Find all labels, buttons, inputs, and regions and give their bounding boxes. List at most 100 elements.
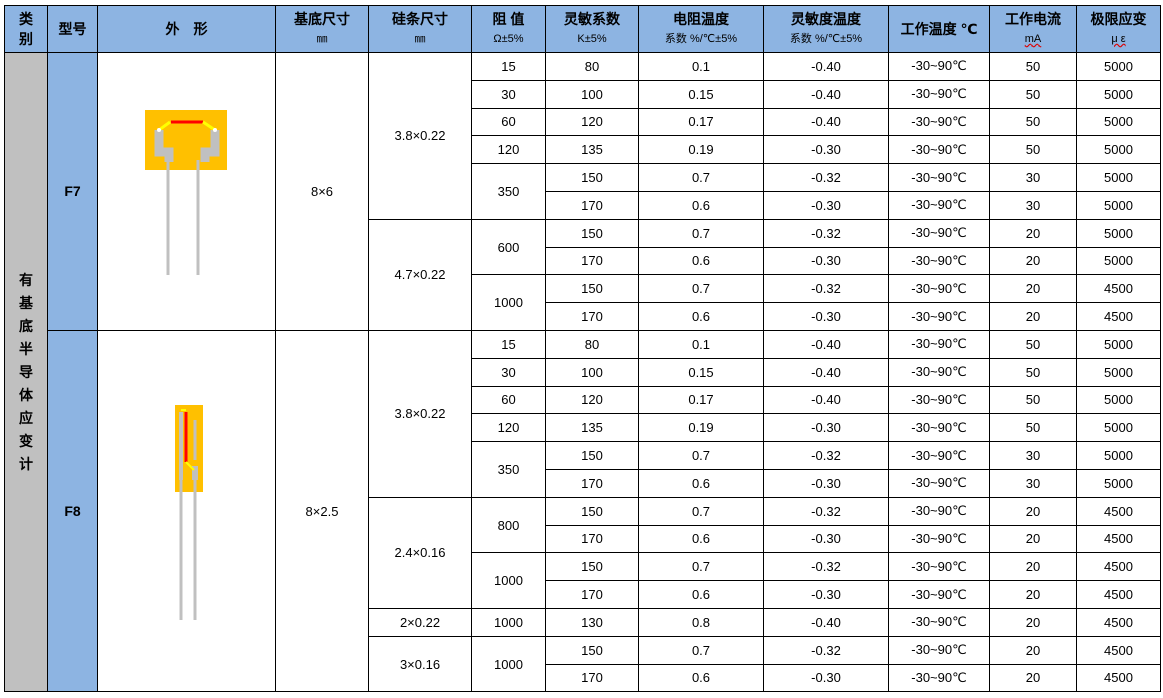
stc-cell: -0.32 [763, 496, 889, 526]
work-temp-cell: -30~90℃ [888, 190, 990, 220]
strain-cell: 5000 [1076, 163, 1161, 192]
strain-cell: 5000 [1076, 329, 1161, 359]
table-row: 30 100 0.15 -0.40 -30~90℃ 50 5000 [5, 357, 1161, 387]
stc-cell: -0.32 [763, 552, 889, 582]
header-resistance: 阻 值 Ω±5% [471, 5, 546, 53]
resistance-cell: 120 [471, 413, 546, 443]
rtc-cell: 0.7 [638, 274, 764, 304]
header-rtc: 电阻温度 系数 %/℃±5% [638, 5, 764, 53]
strain-cell: 5000 [1076, 107, 1161, 137]
table-row: 170 0.6 -0.30 -30~90℃ 20 5000 [5, 246, 1161, 276]
rtc-cell: 0.6 [638, 663, 764, 693]
header-strain: 极限应变 μ ε [1076, 5, 1161, 53]
resistance-cell: 30 [471, 357, 546, 387]
gauge-factor-cell: 150 [545, 218, 639, 248]
table-row: 有基底半导体应变计 F7 8×6 3.8×0.22 15 80 0.1 -0.40 -30~90… [4, 51, 1161, 693]
strain-cell: 4500 [1076, 663, 1161, 693]
si-size-cell: 3×0.16 [368, 635, 472, 693]
gauge-factor-cell: 170 [545, 524, 639, 554]
rtc-cell: 0.17 [638, 107, 764, 137]
shape-image-cell [97, 329, 276, 693]
strain-cell: 5000 [1076, 79, 1161, 109]
strain-cell: 4500 [1076, 274, 1161, 304]
resistance-cell: 1000 [471, 552, 546, 609]
rtc-cell: 0.6 [638, 468, 764, 498]
table-row: 170 0.6 -0.30 -30~90℃ 20 4500 [5, 302, 1161, 331]
rtc-cell: 0.15 [638, 357, 764, 387]
stc-cell: -0.30 [763, 468, 889, 498]
stc-cell: -0.30 [763, 663, 889, 693]
si-size-cell: 2.4×0.16 [368, 496, 472, 609]
rtc-cell: 0.8 [638, 607, 764, 637]
gauge-factor-cell: 80 [545, 52, 639, 81]
gauge-factor-cell: 150 [545, 441, 639, 470]
current-cell: 30 [989, 190, 1077, 220]
shape-image-cell [97, 52, 276, 331]
resistance-cell: 1000 [471, 607, 546, 637]
stc-cell: -0.32 [763, 274, 889, 304]
rtc-cell: 0.1 [638, 329, 764, 359]
stc-cell: -0.32 [763, 163, 889, 192]
resistance-cell: 350 [471, 441, 546, 498]
current-cell: 30 [989, 468, 1077, 498]
current-cell: 50 [989, 107, 1077, 137]
resistance-cell: 60 [471, 385, 546, 415]
narrow-strain-gauge-icon [167, 404, 207, 623]
work-temp-cell: -30~90℃ [888, 580, 990, 609]
strain-cell: 4500 [1076, 496, 1161, 526]
header-model: 型号 [47, 5, 98, 53]
gauge-factor-cell: 80 [545, 329, 639, 359]
stc-cell: -0.30 [763, 302, 889, 331]
strain-cell: 5000 [1076, 52, 1161, 81]
rtc-cell: 0.7 [638, 218, 764, 248]
rtc-cell: 0.7 [638, 163, 764, 192]
gauge-factor-cell: 100 [545, 357, 639, 387]
current-cell: 50 [989, 357, 1077, 387]
stc-cell: -0.40 [763, 52, 889, 81]
work-temp-cell: -30~90℃ [888, 357, 990, 387]
strain-cell: 5000 [1076, 246, 1161, 276]
work-temp-cell: -30~90℃ [888, 552, 990, 582]
header-current: 工作电流 mA [989, 5, 1077, 53]
gauge-factor-cell: 120 [545, 385, 639, 415]
current-cell: 20 [989, 302, 1077, 331]
model-cell: F8 [47, 329, 98, 693]
work-temp-cell: -30~90℃ [888, 107, 990, 137]
si-size-cell: 4.7×0.22 [368, 218, 472, 331]
stc-cell: -0.40 [763, 79, 889, 109]
stc-cell: -0.32 [763, 441, 889, 470]
gauge-factor-cell: 170 [545, 580, 639, 609]
work-temp-cell: -30~90℃ [888, 246, 990, 276]
gauge-factor-cell: 135 [545, 413, 639, 443]
table-row: 1000 150 0.7 -0.32 -30~90℃ 20 4500 [5, 274, 1161, 331]
work-temp-cell: -30~90℃ [888, 79, 990, 109]
current-cell: 20 [989, 246, 1077, 276]
rtc-cell: 0.19 [638, 413, 764, 443]
current-cell: 30 [989, 441, 1077, 470]
stc-cell: -0.40 [763, 357, 889, 387]
base-size-cell: 8×6 [275, 52, 369, 331]
strain-cell: 4500 [1076, 607, 1161, 637]
si-size-cell: 2×0.22 [368, 607, 472, 637]
strain-cell: 5000 [1076, 413, 1161, 443]
rtc-cell: 0.6 [638, 524, 764, 554]
work-temp-cell: -30~90℃ [888, 163, 990, 192]
resistance-cell: 1000 [471, 635, 546, 693]
strain-cell: 5000 [1076, 190, 1161, 220]
gauge-factor-cell: 170 [545, 468, 639, 498]
stc-cell: -0.30 [763, 580, 889, 609]
strain-cell: 4500 [1076, 580, 1161, 609]
stc-cell: -0.30 [763, 413, 889, 443]
resistance-cell: 15 [471, 329, 546, 359]
table-row: 120 135 0.19 -0.30 -30~90℃ 50 5000 [5, 413, 1161, 443]
table-row: 60 120 0.17 -0.40 -30~90℃ 50 5000 [5, 107, 1161, 137]
strain-cell: 4500 [1076, 302, 1161, 331]
work-temp-cell: -30~90℃ [888, 135, 990, 165]
wide-strain-gauge-icon [137, 109, 237, 278]
resistance-cell: 15 [471, 52, 546, 81]
table-row: 170 0.6 -0.30 -30~90℃ 20 4500 [5, 663, 1161, 693]
stc-cell: -0.30 [763, 524, 889, 554]
strain-cell: 5000 [1076, 441, 1161, 470]
